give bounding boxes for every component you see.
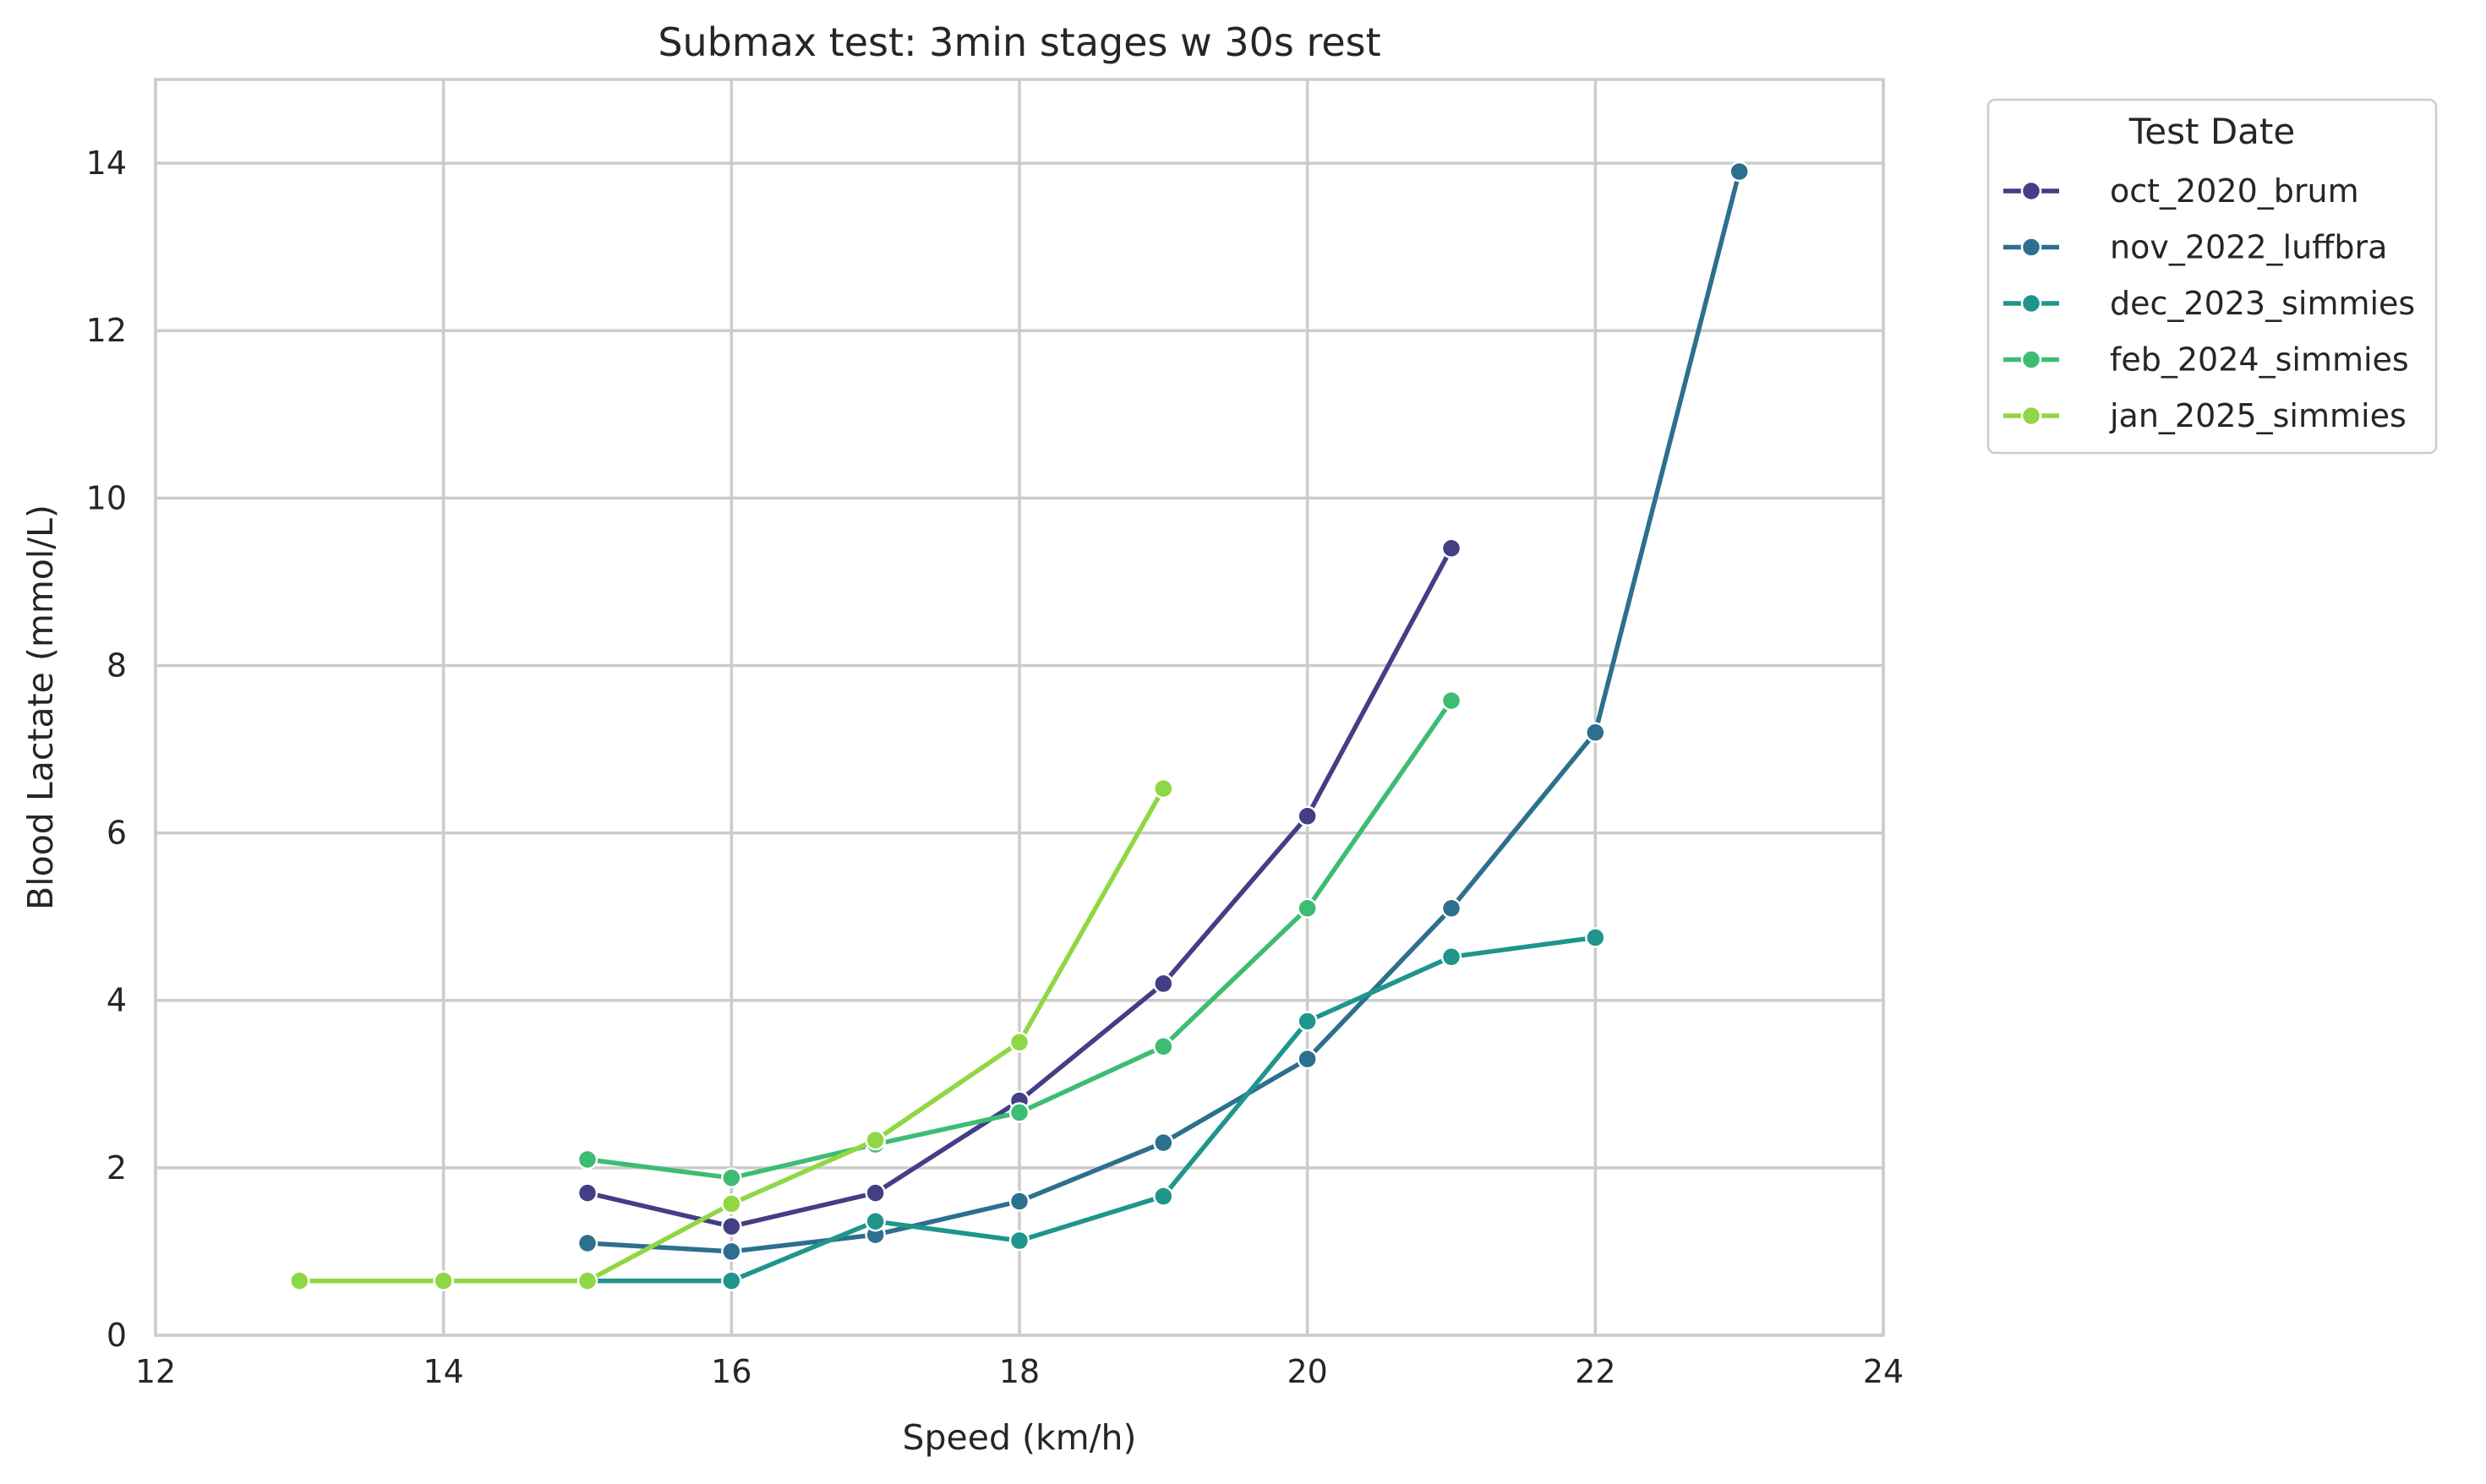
data-point — [1153, 1035, 1174, 1057]
y-tick-label: 10 — [86, 479, 127, 516]
legend-swatch-marker — [2020, 292, 2042, 314]
legend-item: jan_2025_simmies — [2003, 397, 2407, 434]
y-tick-label: 6 — [107, 815, 127, 852]
chart-title: Submax test: 3min stages w 30s rest — [658, 19, 1380, 65]
data-point — [576, 1232, 598, 1254]
data-point — [865, 1129, 886, 1151]
series-nov_2022_luffbra — [576, 161, 1750, 1263]
data-point — [1440, 537, 1462, 559]
y-tick-label: 4 — [107, 982, 127, 1019]
data-point — [1440, 690, 1462, 712]
data-point — [1729, 161, 1750, 183]
legend-item: oct_2020_brum — [2003, 172, 2359, 210]
legend-label: dec_2023_simmies — [2110, 285, 2415, 322]
legend-swatch-marker — [2020, 405, 2042, 427]
data-point — [865, 1211, 886, 1232]
series-dec_2023_simmies — [576, 927, 1606, 1291]
x-tick-label: 16 — [711, 1353, 751, 1390]
x-axis-label: Speed (km/h) — [902, 1417, 1136, 1458]
data-point — [1153, 973, 1174, 995]
x-tick-label: 20 — [1287, 1353, 1327, 1390]
legend-title: Test Date — [2128, 111, 2295, 152]
y-tick-label: 0 — [107, 1317, 127, 1354]
legend-label: feb_2024_simmies — [2110, 341, 2409, 379]
legend-item: dec_2023_simmies — [2003, 285, 2415, 322]
legend-item: nov_2022_luffbra — [2003, 229, 2387, 266]
data-point — [1585, 722, 1606, 743]
y-tick-label: 12 — [86, 312, 127, 349]
legend-label: nov_2022_luffbra — [2110, 229, 2387, 266]
x-tick-label: 24 — [1863, 1353, 1904, 1390]
data-point — [721, 1270, 742, 1291]
plot-frame — [154, 78, 1885, 1337]
x-tick-label: 22 — [1575, 1353, 1615, 1390]
data-point — [1008, 1032, 1030, 1053]
data-point — [1297, 1011, 1318, 1032]
data-point — [1153, 1186, 1174, 1207]
data-point — [576, 1182, 598, 1203]
legend-item: feb_2024_simmies — [2003, 341, 2409, 379]
data-point — [865, 1182, 886, 1203]
legend-label: oct_2020_brum — [2110, 172, 2359, 210]
data-point — [1440, 897, 1462, 919]
series-line — [585, 935, 1598, 1284]
data-point — [1440, 946, 1462, 968]
data-point — [1297, 1048, 1318, 1070]
legend: Test Date oct_2020_brum nov_2022_luffbrad… — [1986, 98, 2438, 455]
data-point — [1008, 1191, 1030, 1212]
legend-swatch-marker — [2020, 180, 2042, 202]
data-point — [576, 1270, 598, 1291]
data-point — [721, 1193, 742, 1214]
data-point — [289, 1270, 310, 1291]
data-point — [1008, 1230, 1030, 1252]
data-point — [1008, 1102, 1030, 1123]
data-point — [576, 1148, 598, 1170]
y-tick-label: 8 — [107, 647, 127, 684]
series-layer — [289, 161, 1750, 1291]
data-point — [1153, 777, 1174, 799]
legend-box — [1986, 98, 2438, 455]
legend-label: jan_2025_simmies — [2109, 397, 2407, 434]
y-tick-label: 14 — [86, 145, 127, 182]
data-point — [1297, 805, 1318, 827]
y-tick-label: 2 — [107, 1149, 127, 1187]
series-jan_2025_simmies — [289, 777, 1174, 1291]
legend-swatch-marker — [2020, 237, 2042, 258]
y-axis-label: Blood Lactate (mmol/L) — [20, 505, 61, 910]
legend-swatch-marker — [2020, 349, 2042, 370]
data-point — [721, 1167, 742, 1189]
data-point — [1585, 927, 1606, 948]
x-tick-label: 18 — [999, 1353, 1040, 1390]
x-tick-label: 14 — [423, 1353, 463, 1390]
data-point — [721, 1215, 742, 1237]
data-point — [721, 1241, 742, 1263]
data-point — [1153, 1132, 1174, 1154]
x-tick-label: 12 — [135, 1353, 176, 1390]
data-point — [1297, 897, 1318, 919]
data-point — [433, 1270, 454, 1291]
